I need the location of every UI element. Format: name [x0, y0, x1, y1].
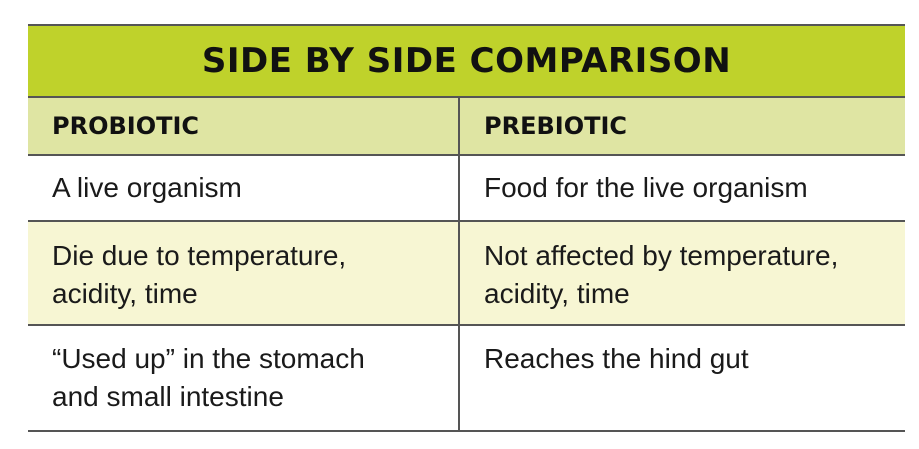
prebiotic-cell: Reaches the hind gut: [460, 326, 905, 430]
probiotic-cell: “Used up” in the stomach and small intes…: [28, 326, 460, 430]
table-title-bar: SIDE BY SIDE COMPARISON: [28, 26, 905, 98]
table-row: A live organism Food for the live organi…: [28, 156, 905, 222]
cell-text: Food for the live organism: [484, 172, 808, 203]
header-row: PROBIOTIC PREBIOTIC: [28, 98, 905, 156]
probiotic-cell: A live organism: [28, 156, 460, 220]
cell-text: acidity, time: [484, 278, 630, 309]
cell-text: “Used up” in the stomach: [52, 343, 365, 374]
prebiotic-cell: Not affected by temperature, acidity, ti…: [460, 222, 905, 324]
table-title: SIDE BY SIDE COMPARISON: [201, 41, 732, 81]
cell-text: acidity, time: [52, 278, 198, 309]
cell-text: and small intestine: [52, 381, 284, 412]
cell-text: Reaches the hind gut: [484, 343, 749, 374]
cell-text: Not affected by temperature,: [484, 240, 839, 271]
column-header-probiotic: PROBIOTIC: [28, 98, 460, 154]
table-row: “Used up” in the stomach and small intes…: [28, 326, 905, 432]
comparison-table: SIDE BY SIDE COMPARISON PROBIOTIC PREBIO…: [28, 24, 905, 432]
table-row: Die due to temperature, acidity, time No…: [28, 222, 905, 326]
prebiotic-cell: Food for the live organism: [460, 156, 905, 220]
probiotic-cell: Die due to temperature, acidity, time: [28, 222, 460, 324]
cell-text: A live organism: [52, 172, 242, 203]
column-header-prebiotic: PREBIOTIC: [484, 112, 628, 140]
cell-text: Die due to temperature,: [52, 240, 347, 271]
